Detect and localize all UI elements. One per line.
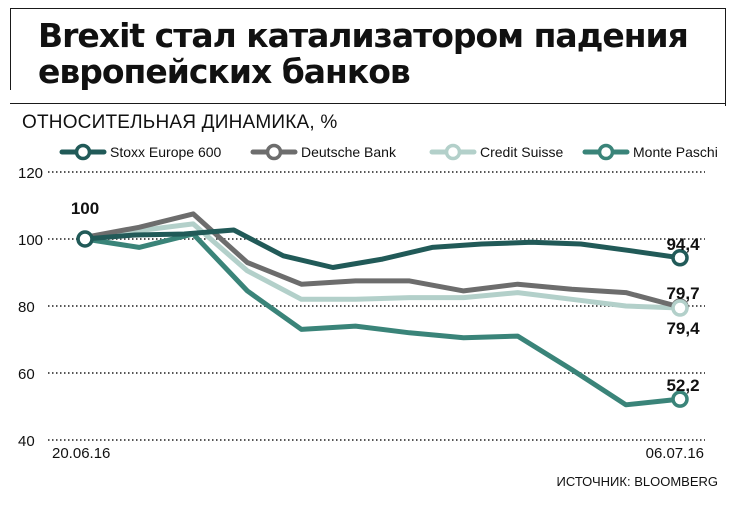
y-tick-label-120: 120 — [18, 165, 43, 182]
legend-swatch-marker-1 — [265, 143, 283, 161]
legend-swatch-marker-0 — [74, 143, 92, 161]
start-marker — [76, 230, 94, 248]
y-tick-label-100: 100 — [18, 232, 43, 249]
end-label-0: 94,4 — [666, 235, 700, 254]
frame-left-line — [10, 8, 11, 90]
start-annotation: 100 — [71, 199, 99, 218]
y-axis-label: ОТНОСИТЕЛЬНАЯ ДИНАМИКА, % — [22, 112, 338, 133]
chart-title: Brexit стал катализатором падения европе… — [38, 16, 689, 91]
x-start-label: 20.06.16 — [52, 445, 110, 462]
frame-right-line — [725, 8, 726, 106]
end-marker-3 — [671, 390, 689, 408]
y-tick-label-80: 80 — [18, 299, 35, 316]
end-label-3: 52,2 — [666, 376, 699, 395]
end-label-2: 79,4 — [666, 319, 700, 338]
end-label-1: 79,7 — [666, 284, 699, 303]
legend-label-1: Deutsche Bank — [301, 144, 397, 160]
legend-swatch-marker-3 — [597, 143, 615, 161]
series-line-0 — [82, 227, 683, 270]
x-end-label: 06.07.16 — [646, 445, 704, 462]
series-line-1 — [82, 211, 683, 310]
y-tick-label-60: 60 — [18, 366, 35, 383]
legend-label-3: Monte Paschi — [633, 144, 718, 160]
legend-label-2: Credit Suisse — [480, 144, 563, 160]
legend-label-0: Stoxx Europe 600 — [110, 144, 222, 160]
end-marker-0 — [671, 249, 689, 267]
y-tick-label-40: 40 — [18, 433, 35, 450]
end-marker-2 — [671, 299, 689, 317]
series-line-2 — [82, 221, 683, 311]
frame-top-line — [10, 8, 726, 9]
frame-mid-line — [10, 103, 726, 104]
source-note: ИСТОЧНИК: BLOOMBERG — [556, 474, 718, 489]
legend-swatch-marker-2 — [444, 143, 462, 161]
